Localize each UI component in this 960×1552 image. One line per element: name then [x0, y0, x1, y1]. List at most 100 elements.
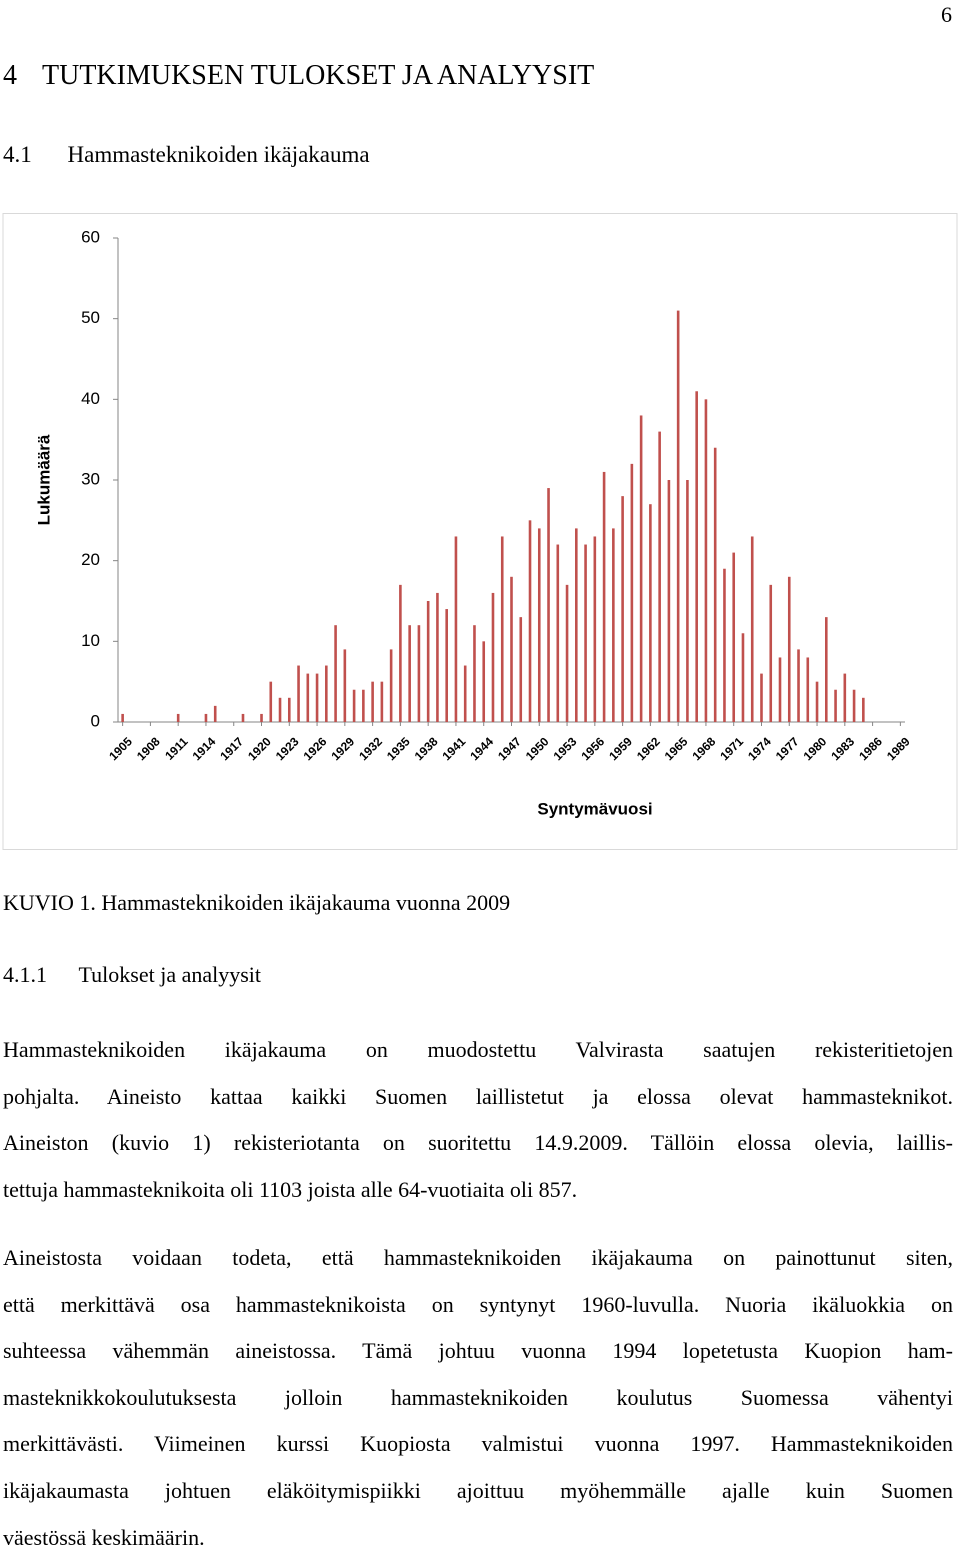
bar [769, 584, 773, 722]
bar [704, 399, 708, 722]
chart-border [2, 213, 958, 850]
bar [454, 536, 458, 722]
bar [325, 665, 328, 722]
x-tick-label: 1986 [856, 734, 885, 763]
section: 4.1 Hammasteknikoiden ikäjakauma [3, 142, 370, 168]
bar [843, 673, 847, 722]
y-tick-label: 50 [81, 308, 100, 327]
x-tick-label: 1929 [328, 734, 357, 763]
x-tick-label: 1944 [467, 734, 496, 763]
x-tick-label: 1959 [606, 734, 635, 763]
y-tick-label: 20 [81, 550, 100, 569]
x-tick-label: 1911 [162, 734, 191, 763]
x-tick-label: 1926 [301, 734, 330, 763]
bar [658, 431, 661, 722]
subsection: 4.1.1 Tulokset ja analyysit [3, 962, 261, 988]
bar [389, 649, 393, 722]
bar [491, 592, 495, 722]
text-line: tettuja hammasteknikoita oli 1103 joista… [3, 1176, 578, 1202]
bar [371, 681, 374, 722]
x-tick-label: 1917 [217, 734, 246, 763]
y-tick-label: 60 [81, 227, 100, 246]
bar [241, 713, 245, 722]
bar [815, 681, 819, 722]
bar [176, 713, 180, 722]
x-tick-label: 1980 [801, 734, 830, 763]
bar [575, 528, 578, 722]
chart: Syntymävuosi Lukumäärä 0 10 20 30 40 50 60 1905… [2, 213, 958, 850]
bar [362, 689, 365, 722]
x-tick-label: 1935 [384, 734, 413, 763]
caption: KUVIO 1. Hammasteknikoiden ikäjakauma vu… [3, 890, 511, 915]
bar [741, 633, 745, 722]
text-line: Aineistosta voidaan todeta, että hammast… [3, 1245, 953, 1270]
text-line: pohjalta. Aineisto kattaa kaikki Suomen … [3, 1083, 953, 1109]
x-tick-label: 1920 [245, 734, 274, 763]
x-tick-label: 1962 [634, 734, 663, 763]
text-line: masteknikkokoulutuksesta jolloin hammast… [3, 1384, 953, 1410]
bar [750, 536, 754, 722]
subsection-title: Tulokset ja analyysit [78, 962, 262, 987]
x-tick-label: 1947 [495, 734, 524, 763]
bar [806, 657, 810, 722]
bar [787, 576, 791, 722]
bar [825, 617, 828, 722]
bar [630, 463, 634, 722]
x-tick-label: 1914 [190, 734, 219, 763]
bar [778, 657, 782, 722]
page-number: 6 [941, 2, 952, 27]
bar [399, 584, 402, 722]
bar [334, 625, 337, 722]
section-number: 4.1 [3, 142, 32, 167]
bar [269, 681, 273, 722]
text-line: väestössä keskimäärin. [3, 1524, 205, 1550]
bar [287, 697, 291, 722]
bar [565, 584, 569, 722]
y-tick-label: 30 [81, 469, 100, 488]
bar [463, 665, 467, 722]
x-tick-label: 1908 [134, 734, 163, 763]
x-tick-label: 1983 [828, 734, 857, 763]
bar [343, 649, 347, 722]
x-tick-label: 1905 [106, 734, 135, 763]
bar [639, 415, 643, 722]
x-tick-label: 1953 [551, 734, 580, 763]
bar [593, 536, 597, 722]
bar [121, 713, 124, 722]
bar [436, 592, 439, 722]
x-tick-label: 1938 [412, 734, 441, 763]
y-tick-label: 10 [81, 631, 100, 650]
bar [519, 617, 523, 722]
y-tick-label: 0 [91, 711, 100, 730]
bar [537, 528, 541, 722]
bar [473, 625, 476, 722]
section-title: Hammasteknikoiden ikäjakauma [67, 142, 370, 167]
x-tick-label: 1950 [523, 734, 552, 763]
text-line: Hammasteknikoiden ikäjakauma on muodoste… [3, 1037, 953, 1062]
bar [797, 649, 800, 722]
bar [204, 713, 208, 722]
x-tick-label: 1941 [440, 734, 469, 763]
text-line: ikäjakaumasta johtuen eläköitymispiikki … [3, 1478, 953, 1503]
bar [547, 488, 550, 722]
x-tick-label: 1971 [717, 734, 746, 763]
x-tick-label: 1923 [273, 734, 302, 763]
bar [834, 689, 837, 722]
bar [713, 447, 717, 722]
text-line: Aineiston (kuvio 1) rekisteriotanta on s… [3, 1130, 953, 1156]
heading-number: 4 [3, 60, 17, 91]
bar [723, 568, 726, 722]
heading: 4 TUTKIMUKSEN TULOKSET JA ANALYYSIT [3, 60, 594, 92]
x-tick-label: 1965 [662, 734, 691, 763]
bar [306, 673, 310, 722]
bar [482, 641, 486, 722]
bar [732, 552, 736, 722]
y-tick-label: 40 [81, 389, 100, 408]
x-tick-label: 1932 [356, 734, 385, 763]
heading-title: TUTKIMUKSEN TULOKSET JA ANALYYSIT [42, 60, 595, 91]
bar [584, 544, 587, 722]
bar [380, 681, 384, 722]
bar [445, 609, 448, 722]
subsection-number: 4.1.1 [3, 962, 47, 987]
